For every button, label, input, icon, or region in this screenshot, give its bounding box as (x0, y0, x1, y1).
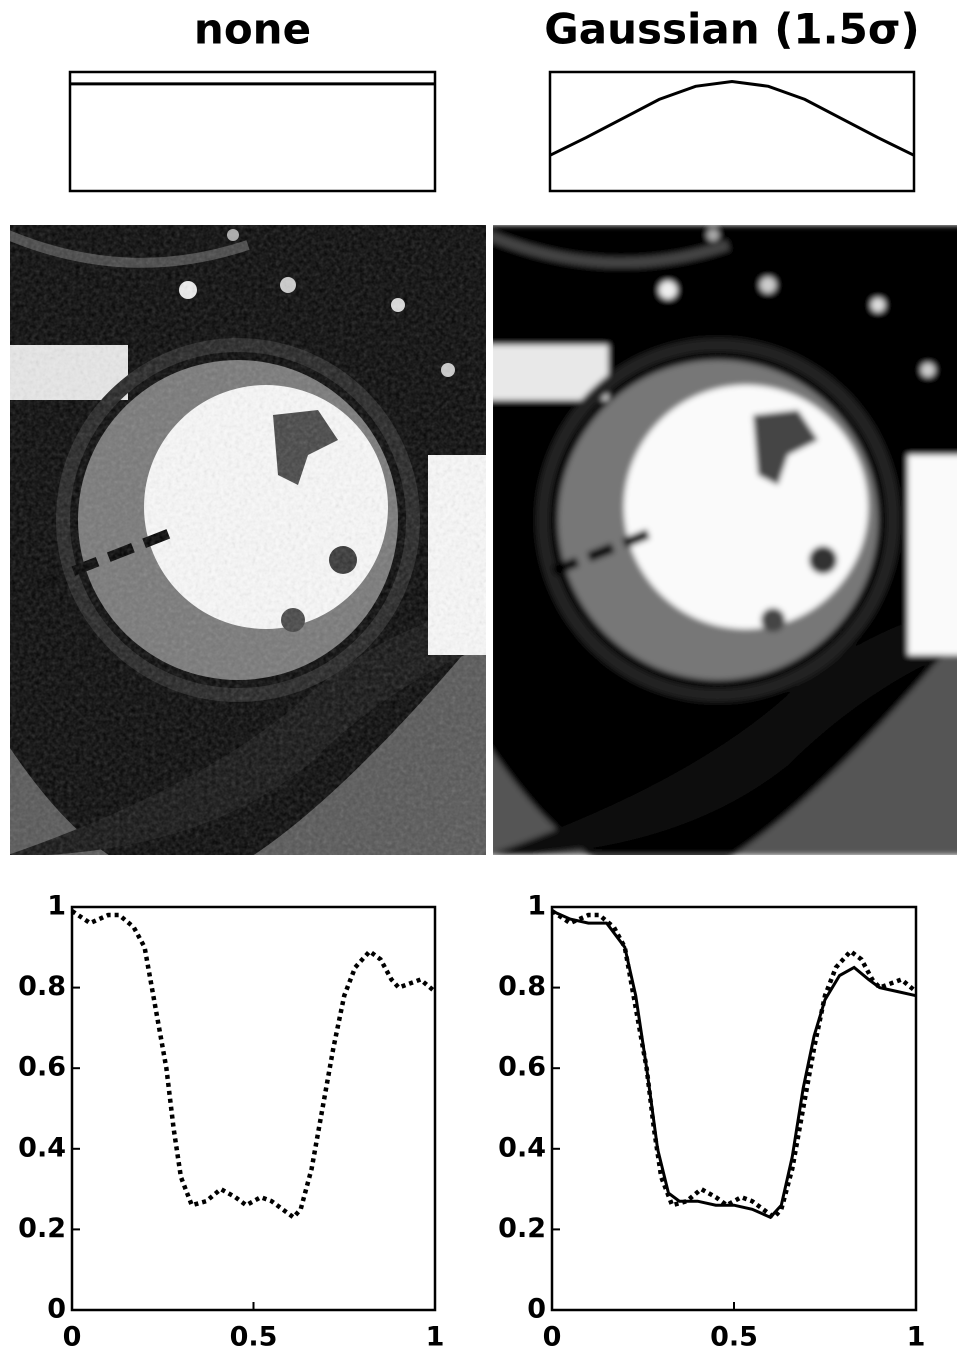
mri-image-gaussian (488, 225, 957, 880)
x-tick-label: 0 (63, 1322, 82, 1353)
plot-frame (70, 905, 437, 1312)
y-tick-label: 0.6 (498, 1052, 546, 1083)
y-tick-label: 0.2 (18, 1213, 66, 1244)
profile-line (551, 909, 917, 1220)
y-tick-label: 0.6 (18, 1052, 66, 1083)
y-tick-label: 0.4 (498, 1132, 546, 1163)
plot-frame (548, 70, 916, 193)
column-title: Gaussian (1.5σ) (544, 5, 919, 54)
x-tick-label: 1 (907, 1322, 926, 1353)
profile-line (70, 909, 437, 1221)
x-tick-label: 0 (543, 1322, 562, 1353)
y-tick-label: 0.8 (18, 971, 66, 1002)
y-tick-label: 0.2 (498, 1213, 546, 1244)
x-tick-label: 1 (426, 1322, 445, 1353)
mri-image-unfiltered (8, 225, 488, 880)
plot-frame (550, 905, 918, 1312)
y-tick-label: 0 (527, 1294, 546, 1325)
y-tick-label: 1 (527, 891, 546, 922)
x-tick-label: 0.5 (710, 1322, 758, 1353)
y-tick-label: 0 (47, 1294, 66, 1325)
y-tick-label: 1 (47, 891, 66, 922)
column-title: none (194, 5, 311, 54)
kernel-line (549, 80, 915, 157)
y-tick-label: 0.8 (498, 971, 546, 1002)
x-tick-label: 0.5 (230, 1322, 278, 1353)
plot-frame (68, 70, 437, 193)
y-tick-label: 0.4 (18, 1132, 66, 1163)
profile-line (550, 909, 918, 1221)
